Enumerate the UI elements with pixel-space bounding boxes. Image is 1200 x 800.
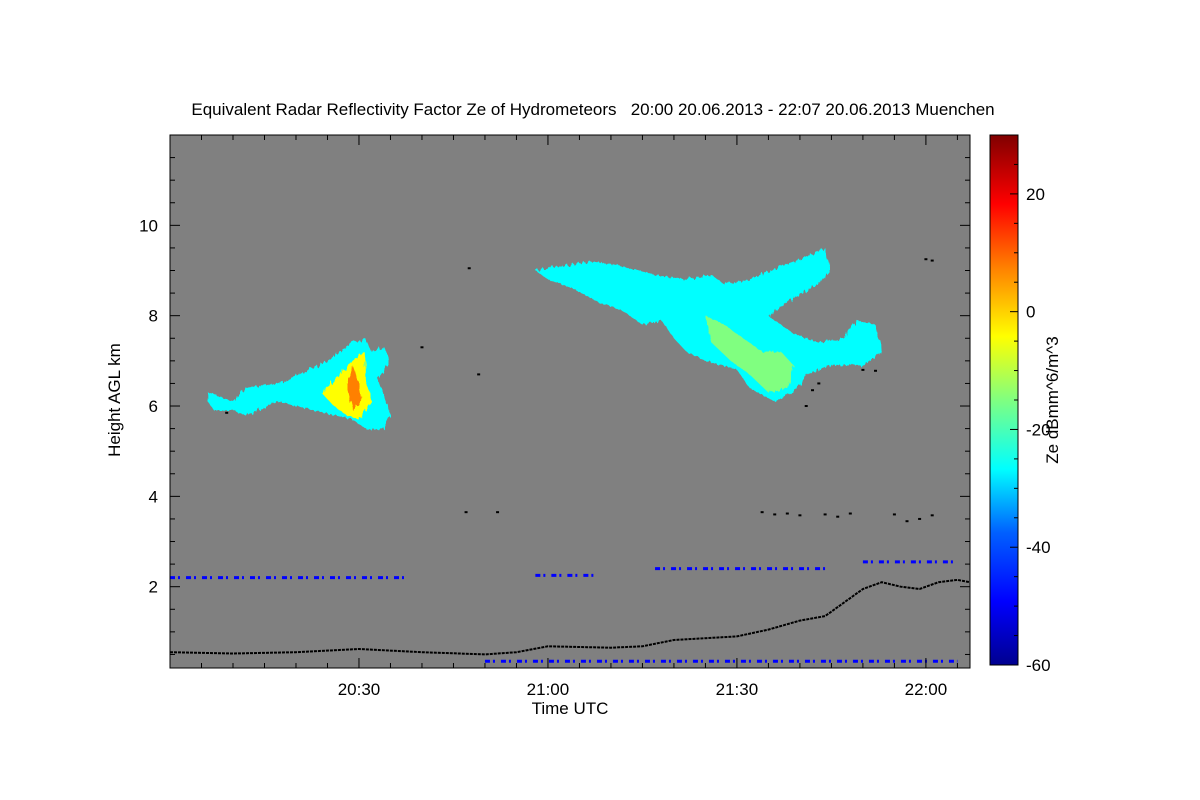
weak-echo-layer (170, 560, 958, 663)
scatter-point (785, 512, 789, 515)
scatter-point (496, 511, 500, 514)
colorbar-tick-label: 0 (1026, 303, 1035, 322)
colorbar-tick-label: -40 (1026, 538, 1051, 557)
scatter-point (420, 346, 424, 349)
y-tick-label: 8 (149, 307, 158, 326)
scatter-point (798, 514, 802, 517)
scatter-point (225, 411, 229, 414)
scatter-point (477, 373, 481, 376)
echo-region-cloud-1-peak (346, 365, 363, 411)
y-tick-label: 4 (149, 487, 158, 506)
y-axis-label: Height AGL km (105, 343, 124, 457)
scatter-point (892, 513, 896, 516)
boundary-layer-layer (169, 578, 971, 656)
x-tick-label: 22:00 (905, 680, 948, 699)
colorbar-tick-label: 20 (1026, 185, 1045, 204)
y-tick-label: 6 (149, 397, 158, 416)
chart-title: Equivalent Radar Reflectivity Factor Ze … (191, 100, 994, 119)
colorbar-tick-label: -20 (1026, 420, 1051, 439)
scatter-point (760, 511, 764, 514)
y-axis: 2 4 6 8 10 (139, 157, 970, 655)
x-tick-label: 21:00 (527, 680, 570, 699)
scatter-point (804, 405, 808, 408)
plot-frame (169, 134, 971, 669)
scatter-point (905, 520, 909, 523)
scatter-point (848, 512, 852, 515)
x-axis: 20:30 21:00 21:30 22:00 (200, 135, 958, 699)
scatter-point (836, 515, 840, 518)
scatter-point (817, 382, 821, 385)
scattered-points-layer (225, 258, 934, 523)
colorbar-axis: 20 0 -20 -40 -60 (1010, 163, 1051, 675)
scatter-point (467, 267, 471, 270)
y-tick-label: 2 (149, 578, 158, 597)
scatter-point (464, 511, 468, 514)
scatter-point (773, 513, 777, 516)
x-axis-label: Time UTC (532, 699, 609, 718)
echo-layer (207, 247, 882, 429)
y-tick-label: 10 (139, 216, 158, 235)
echo-region-cloud-2-core (705, 315, 794, 393)
scatter-point (924, 258, 928, 261)
boundary-layer-trace (169, 578, 971, 656)
colorbar-label: Ze dBmm^6/m^3 (1043, 336, 1062, 463)
scatter-point (874, 369, 878, 372)
scatter-point (930, 259, 934, 262)
scatter-point (823, 513, 827, 516)
x-tick-label: 21:30 (716, 680, 759, 699)
scatter-point (918, 517, 922, 520)
scatter-point (861, 368, 865, 371)
scatter-point (811, 389, 815, 392)
colorbar-tick-label: -60 (1026, 656, 1051, 675)
colorbar (989, 134, 1019, 666)
scatter-point (930, 514, 934, 517)
x-tick-label: 20:30 (338, 680, 381, 699)
